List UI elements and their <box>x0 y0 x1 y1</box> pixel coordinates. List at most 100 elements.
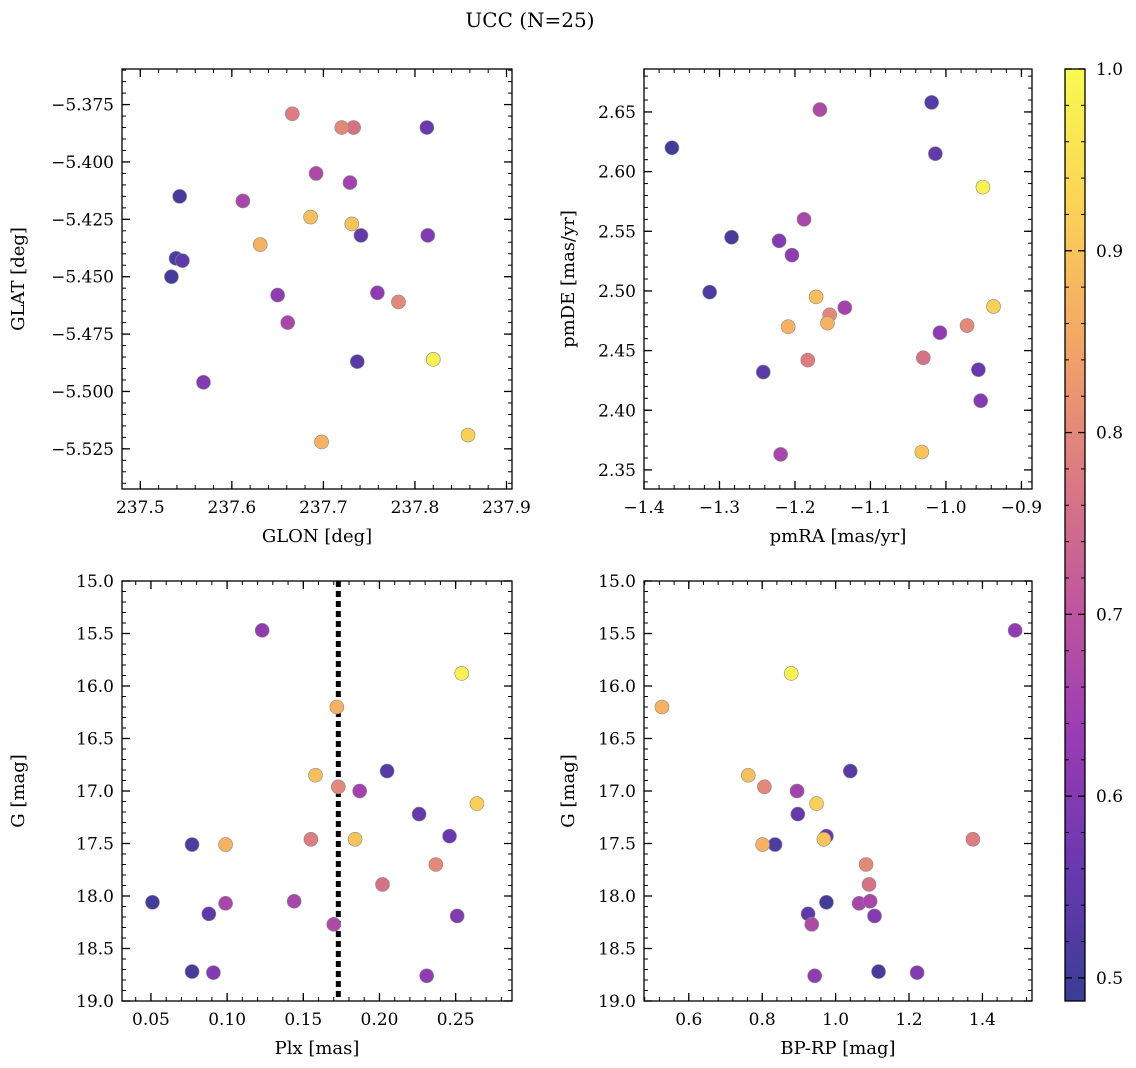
data-point <box>206 965 221 980</box>
data-point <box>329 699 345 715</box>
x-tick-label: 0.20 <box>361 1010 399 1030</box>
data-point <box>254 623 270 638</box>
data-point <box>342 175 358 190</box>
data-point <box>353 228 369 243</box>
data-point <box>755 837 770 852</box>
y-tick-label: −5.375 <box>51 96 114 116</box>
data-point <box>308 767 323 783</box>
x-tick-label: 0.6 <box>675 1010 702 1030</box>
minor-ticks <box>643 69 1032 489</box>
x-tick-label: 0.05 <box>132 1010 170 1030</box>
x-tick-label: −1.1 <box>850 498 891 518</box>
major-ticks <box>122 580 512 1002</box>
data-point <box>842 763 858 779</box>
y-tick-label: 2.65 <box>598 103 636 123</box>
x-tick-label: 237.7 <box>299 498 348 518</box>
data-point <box>218 837 233 852</box>
data-point <box>924 95 939 110</box>
y-tick-label: 19.0 <box>598 992 636 1012</box>
y-tick-label: 17.5 <box>76 835 114 855</box>
data-point <box>740 767 756 783</box>
data-point <box>1007 623 1023 638</box>
y-axis-label: pmDE [mas/yr] <box>558 210 579 348</box>
y-tick-label: 17.0 <box>76 782 114 802</box>
data-point <box>252 237 268 252</box>
data-point <box>349 354 365 369</box>
y-tick-label: 2.40 <box>598 401 636 421</box>
x-tick-label: 1.4 <box>969 1010 996 1030</box>
data-point <box>303 831 319 847</box>
data-point <box>820 315 835 331</box>
data-point <box>411 806 427 822</box>
y-tick-label: −5.425 <box>51 210 114 230</box>
data-point <box>164 269 179 285</box>
y-tick-label: −5.500 <box>51 382 114 402</box>
panels: 237.5 237.6 237.7 237.8 237.9 −5.375 −5.400 −5.… <box>8 68 1042 1059</box>
data-point <box>928 146 943 162</box>
x-tick-label: −1.0 <box>925 498 966 518</box>
data-point <box>370 285 385 301</box>
data-point <box>861 877 877 892</box>
data-point <box>771 233 787 249</box>
data-point <box>780 319 796 335</box>
data-points <box>145 581 485 1001</box>
y-tick-label: 17.0 <box>598 782 636 802</box>
data-point <box>331 779 346 795</box>
data-point <box>419 968 434 984</box>
y-tick-label: 2.60 <box>598 163 636 183</box>
colorbar-tick-label: 0.7 <box>1096 605 1123 625</box>
data-point <box>654 699 670 715</box>
data-point <box>796 212 812 227</box>
data-point <box>755 364 771 380</box>
data-point <box>800 352 816 368</box>
data-point <box>837 300 853 315</box>
y-tick-label: −5.525 <box>51 440 114 460</box>
major-ticks <box>644 580 1032 1002</box>
data-point <box>184 837 200 852</box>
y-tick-label: 2.50 <box>598 282 636 302</box>
data-point <box>175 253 190 268</box>
data-point <box>420 228 436 243</box>
data-point <box>196 374 211 390</box>
colorbar: 0.5 0.6 0.7 0.8 0.9 1.0 <box>1064 60 1123 1002</box>
data-point <box>375 877 390 892</box>
data-point <box>280 315 296 330</box>
y-tick-label: −5.400 <box>51 153 114 173</box>
x-tick-label: 0.8 <box>749 1010 776 1030</box>
minor-ticks <box>122 580 512 1002</box>
y-tick-label: 18.5 <box>76 940 114 960</box>
x-tick-label: 1.0 <box>822 1010 849 1030</box>
data-point <box>971 362 986 377</box>
data-point <box>664 140 680 156</box>
data-point <box>932 325 948 340</box>
data-point <box>789 783 805 799</box>
major-ticks <box>122 69 512 489</box>
x-tick-label: −1.2 <box>774 498 815 518</box>
data-points <box>664 95 1001 462</box>
y-tick-label: 19.0 <box>76 992 114 1012</box>
x-tick-label: 237.6 <box>208 498 257 518</box>
data-point <box>428 857 444 872</box>
panel-bprp-g: 0.6 0.8 1.0 1.2 1.4 15.0 15.5 16.0 16.5 17.0 17.5 1… <box>558 572 1033 1059</box>
y-tick-label: 15.0 <box>598 572 636 592</box>
x-axis-label: Plx [mas] <box>275 1038 360 1059</box>
data-point <box>425 352 441 367</box>
y-axis-label: G [mag] <box>558 754 579 827</box>
colorbar-tick-label: 0.9 <box>1096 242 1123 262</box>
colorbar-fill <box>1065 69 1085 1001</box>
panel-pmra-pmde: −1.4 −1.3 −1.2 −1.1 −1.0 −0.9 2.35 2.40 2.45 2.50… <box>558 68 1042 547</box>
data-point <box>218 896 233 911</box>
y-tick-label: 2.35 <box>598 461 636 481</box>
data-point <box>986 299 1001 314</box>
y-axis-label: G [mag] <box>8 754 29 827</box>
colorbar-tick-label: 0.6 <box>1096 787 1123 807</box>
data-point <box>702 284 717 300</box>
y-tick-label: 17.5 <box>598 835 636 855</box>
colorbar-tick-label: 1.0 <box>1096 60 1123 80</box>
data-point <box>344 216 360 232</box>
data-point <box>975 179 991 195</box>
y-tick-label: 15.0 <box>76 572 114 592</box>
data-point <box>959 318 975 333</box>
data-point <box>391 294 406 310</box>
